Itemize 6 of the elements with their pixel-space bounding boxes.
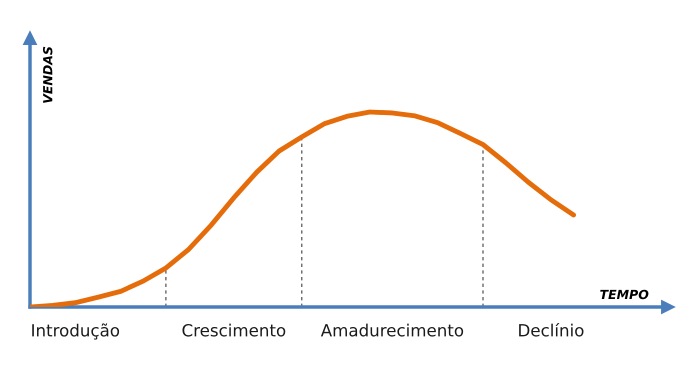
x-tick-label: Amadurecimento: [320, 324, 464, 337]
x-axis-title: TEMPO: [600, 290, 648, 300]
x-tick-label: Crescimento: [182, 324, 286, 337]
x-tick-label: Introdução: [32, 323, 120, 340]
x-tick-label: Declínio: [519, 323, 584, 337]
y-axis-title: VENDAS: [42, 46, 52, 103]
